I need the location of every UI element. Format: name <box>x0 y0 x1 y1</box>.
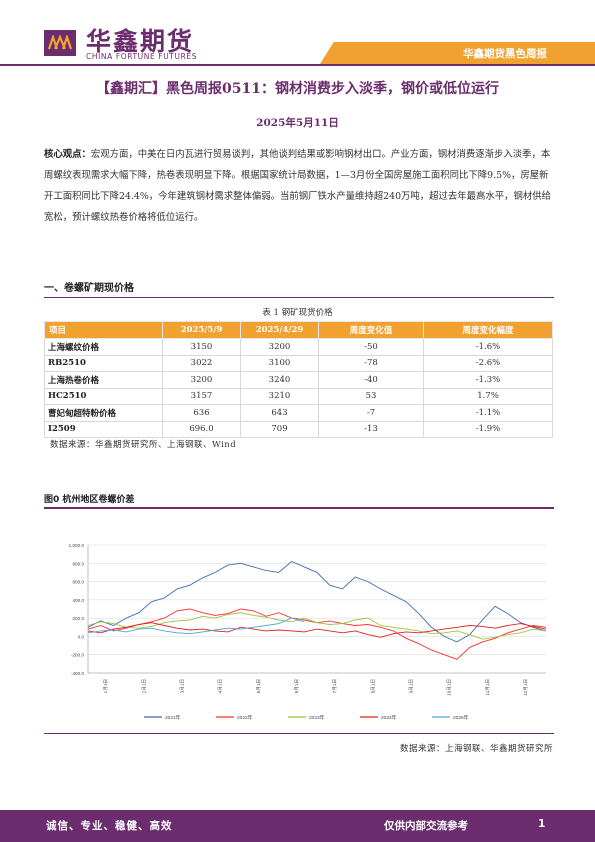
logo-text-cn: 华鑫期货 <box>86 27 195 56</box>
table-header-cell: 2025/4/29 <box>240 321 319 339</box>
page-header: 华鑫期货 CHINA FORTUNE FUTURES 华鑫期货黑色周报 <box>0 0 595 66</box>
figure-divider <box>44 507 554 509</box>
core-view-paragraph: 核心观点：宏观方面，中美在日内瓦进行贸易谈判，其他谈判结果或影响钢材出口。产业方… <box>44 144 554 228</box>
table-row: RB2510 3022 3100 -78 -2.6% <box>44 354 553 372</box>
price-table: 项目 2025/5/9 2025/4/29 周度变化值 周度变化幅度 上海螺纹价… <box>44 321 553 438</box>
y-tick-label: 200.0 <box>73 616 85 621</box>
table-header-cell: 周度变化幅度 <box>423 321 553 339</box>
x-tick-label: 2月1日 <box>141 679 147 693</box>
table-cell: HC2510 <box>44 387 163 405</box>
table-cell: 3150 <box>162 338 241 356</box>
page-footer: 诚信、专业、稳健、高效 仅供内部交流参考 1 <box>0 810 595 842</box>
figure-source-note: 数据来源：上海钢联、华鑫期货研究所 <box>399 744 553 754</box>
x-tick-label: 5月1日 <box>256 679 262 693</box>
footer-notice: 仅供内部交流参考 <box>384 820 468 832</box>
y-tick-label: 400.0 <box>73 598 85 603</box>
x-tick-label: 10月1日 <box>447 679 453 696</box>
y-tick-label: -200.0 <box>71 653 84 658</box>
header-band-text: 华鑫期货黑色周报 <box>463 48 547 60</box>
legend-label: 2025年 <box>453 714 469 721</box>
figure-title: 图0 杭州地区卷螺价差 <box>44 495 135 505</box>
table-header-cell: 周度变化值 <box>318 321 424 339</box>
table-cell: 上海热卷价格 <box>44 371 163 389</box>
report-date: 2025年5月11日 <box>256 117 339 129</box>
legend-label: 2024年 <box>381 714 397 721</box>
page-number: 1 <box>538 818 546 830</box>
table-header-row: 项目 2025/5/9 2025/4/29 周度变化值 周度变化幅度 <box>44 321 553 339</box>
section-title: 一、卷螺矿期现价格 <box>44 283 134 294</box>
series-line <box>87 612 547 640</box>
series-line <box>87 622 547 638</box>
logo-text-en: CHINA FORTUNE FUTURES <box>86 52 198 61</box>
table-cell: 曹妃甸超特粉价格 <box>44 404 163 422</box>
x-tick-label: 4月1日 <box>218 679 224 693</box>
table-header-cell: 项目 <box>44 321 163 339</box>
x-tick-label: 9月1日 <box>408 679 414 693</box>
x-tick-label: 8月1日 <box>370 679 376 693</box>
header-band: 华鑫期货黑色周报 <box>320 42 595 64</box>
table-cell: 3200 <box>162 371 241 389</box>
table-cell: 3200 <box>240 338 319 356</box>
legend-label: 2021年 <box>165 714 181 721</box>
y-tick-label: 1,000.0 <box>69 543 85 548</box>
table-row: I2509 696.0 709 -13 -1.9% <box>44 420 553 438</box>
x-tick-label: 3月1日 <box>179 679 185 693</box>
series-line <box>87 608 547 660</box>
y-tick-label: 600.0 <box>73 580 85 585</box>
table-cell: -78 <box>318 354 424 372</box>
series-line <box>87 560 547 643</box>
table-cell: 3022 <box>162 354 241 372</box>
footer-slogan: 诚信、专业、稳健、高效 <box>46 820 173 832</box>
section-divider <box>44 297 554 298</box>
x-tick-label: 7月1日 <box>332 679 338 693</box>
x-tick-label: 11月1日 <box>485 679 491 696</box>
table-row: 上海热卷价格 3200 3240 -40 -1.3% <box>44 371 553 389</box>
core-view-text: 宏观方面，中美在日内瓦进行贸易谈判，其他谈判结果或影响钢材出口。产业方面，钢材消… <box>44 149 552 223</box>
table-cell: 3100 <box>240 354 319 372</box>
table-cell: 709 <box>240 420 319 438</box>
table-cell: 636 <box>162 404 241 422</box>
legend-label: 2022年 <box>237 714 253 721</box>
table-cell: 643 <box>240 404 319 422</box>
legend-label: 2023年 <box>309 714 325 721</box>
spread-line-chart: 1,000.0 800.0 600.0 400.0 200.0 0.0 -200.0 -400… <box>69 543 547 721</box>
y-tick-label: 800.0 <box>73 561 85 566</box>
x-tick-label: 6月1日 <box>294 679 300 693</box>
table-cell: 3157 <box>162 387 241 405</box>
table-cell: 1.7% <box>423 387 553 405</box>
report-title: 【鑫期汇】黑色周报0511：钢材消费步入淡季，钢价或低位运行 <box>96 81 499 97</box>
table-cell: -1.3% <box>423 371 553 389</box>
table-cell: 53 <box>318 387 424 405</box>
table-cell: RB2510 <box>44 354 163 372</box>
table-cell: -40 <box>318 371 424 389</box>
table-cell: -1.6% <box>423 338 553 356</box>
x-tick-label: 1月1日 <box>103 679 109 693</box>
x-tick-label: 12月1日 <box>523 679 529 696</box>
logo-mark <box>44 30 76 56</box>
core-view-label: 核心观点： <box>44 149 91 160</box>
table-row: 曹妃甸超特粉价格 636 643 -7 -1.1% <box>44 404 553 422</box>
figure-bottom-divider <box>44 733 554 734</box>
y-tick-label: -400.0 <box>71 671 84 676</box>
series-line <box>87 617 305 635</box>
table-cell: -1.9% <box>423 420 553 438</box>
table-cell: -13 <box>318 420 424 438</box>
table-row: HC2510 3157 3210 53 1.7% <box>44 387 553 405</box>
table-caption: 表 1 钢矿现货价格 <box>262 308 333 318</box>
y-tick-label: 0.0 <box>78 634 85 639</box>
header-divider <box>0 64 595 66</box>
table-header-cell: 2025/5/9 <box>162 321 241 339</box>
table-cell: -7 <box>318 404 424 422</box>
table-cell: 696.0 <box>162 420 241 438</box>
table-source-note: 数据来源：华鑫期货研究所、上海钢联、Wind <box>50 440 237 450</box>
table-cell: -2.6% <box>423 354 553 372</box>
table-cell: 3210 <box>240 387 319 405</box>
table-row: 上海螺纹价格 3150 3200 -50 -1.6% <box>44 338 553 356</box>
table-cell: -50 <box>318 338 424 356</box>
table-cell: 上海螺纹价格 <box>44 338 163 356</box>
table-cell: I2509 <box>44 420 163 438</box>
table-cell: 3240 <box>240 371 319 389</box>
table-cell: -1.1% <box>423 404 553 422</box>
